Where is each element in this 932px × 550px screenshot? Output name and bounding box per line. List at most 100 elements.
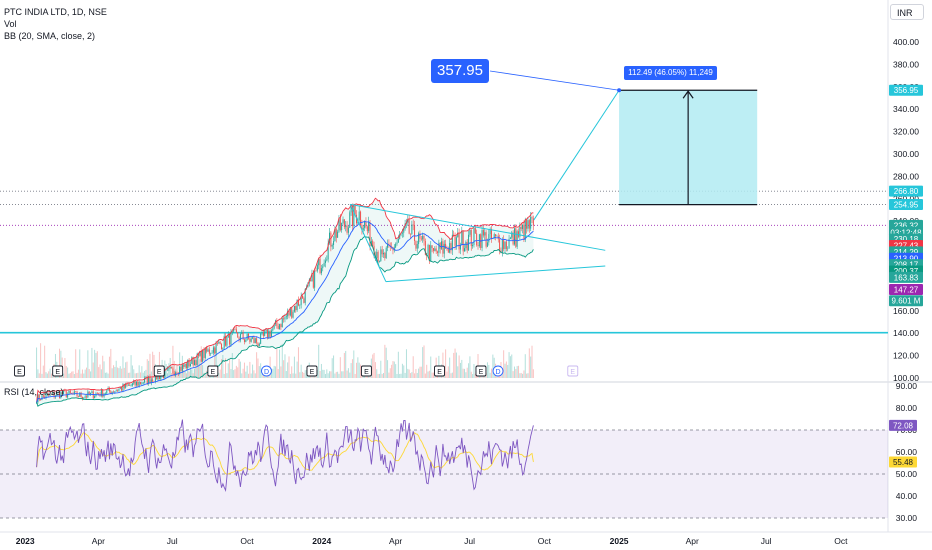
candle-body (462, 230, 464, 252)
candle-body (137, 381, 139, 386)
price-tick-label: 320.00 (893, 127, 919, 137)
candle-body (167, 368, 169, 370)
volume-bar (252, 364, 254, 378)
candle-body (53, 392, 55, 398)
volume-bar (59, 348, 61, 378)
price-tick-label: 120.00 (893, 351, 919, 361)
volume-bar (122, 356, 124, 378)
volume-bar (341, 371, 343, 378)
candle-body (64, 390, 66, 392)
candle-body (292, 311, 294, 318)
volume-bar (376, 369, 378, 378)
volume-bar (501, 373, 503, 378)
candle-body (404, 223, 406, 229)
volume-bar (83, 373, 85, 378)
candle-body (288, 310, 290, 316)
volume-bar (524, 354, 526, 378)
volume-bar (48, 371, 50, 378)
target-price-callout[interactable]: 357.95 (431, 59, 489, 83)
volume-bar (518, 365, 520, 378)
volume-bar (37, 369, 39, 378)
earnings-marker-label: E (570, 369, 575, 376)
volume-bar (115, 360, 117, 378)
volume-bar (257, 358, 259, 378)
candle-body (127, 385, 129, 386)
candle-body (312, 273, 314, 288)
volume-bar (393, 361, 395, 378)
volume-bar (191, 369, 193, 378)
price-badge-label: 254.95 (894, 200, 919, 209)
candle-body (454, 235, 456, 246)
candle-body (204, 347, 206, 358)
volume-bar (142, 372, 144, 378)
volume-bar (353, 350, 355, 378)
volume-bar (41, 373, 43, 378)
candle-body (450, 243, 452, 251)
candle-body (57, 392, 59, 394)
candle-body (133, 380, 135, 384)
volume-bar (345, 350, 347, 378)
candle-body (385, 247, 387, 259)
volume-bar (137, 372, 139, 378)
candle-body (237, 332, 239, 338)
earnings-marker-icon (434, 365, 445, 377)
volume-bar (459, 362, 461, 378)
volume-bar (123, 367, 125, 378)
volume-bar (46, 373, 48, 378)
price-badge-label: 208.17 (894, 261, 919, 270)
candle-body (195, 360, 197, 366)
candle-body (297, 299, 299, 306)
volume-bar (86, 367, 88, 378)
volume-bar (531, 345, 533, 378)
candle-body (337, 231, 339, 238)
volume-bar (91, 347, 93, 378)
volume-bar (447, 366, 449, 378)
candle-body (408, 219, 410, 234)
triangle-lower-line (385, 265, 606, 283)
volume-bar (403, 365, 405, 378)
candle-body (257, 342, 259, 347)
volume-bar (215, 349, 217, 378)
earnings-marker-icon (567, 365, 579, 377)
candle-body (175, 372, 177, 376)
candle-body (138, 382, 140, 386)
candle-body (320, 268, 322, 274)
candle-body (75, 391, 77, 392)
candle-body (412, 224, 414, 226)
volume-bar (126, 361, 128, 378)
candle-body (528, 220, 530, 229)
candle-body (504, 241, 506, 250)
volume-bar (324, 373, 326, 378)
candle-body (60, 392, 62, 398)
volume-bar (333, 355, 335, 378)
candle-body (465, 241, 467, 249)
earnings-marker-icon (306, 365, 318, 377)
volume-bar (227, 363, 229, 378)
volume-bar (322, 369, 324, 378)
candle-body (42, 395, 44, 397)
volume-bar (515, 368, 517, 378)
candle-body (191, 357, 193, 364)
earnings-marker-label: E (437, 369, 442, 376)
dividend-marker-icon (492, 365, 504, 377)
volume-bar (131, 365, 133, 378)
volume-bar (423, 345, 425, 378)
volume-bar (400, 373, 402, 378)
currency-selector[interactable]: INR (890, 4, 924, 20)
candle-body (67, 394, 69, 398)
candle-body (519, 226, 521, 237)
candle-body (437, 251, 439, 253)
volume-bar (420, 366, 422, 378)
candle-body (324, 260, 326, 263)
volume-bar (206, 370, 208, 378)
volume-bar (299, 372, 301, 378)
earnings-marker: E (207, 365, 219, 377)
volume-bar (135, 373, 137, 378)
candle-body (327, 243, 329, 260)
candle-body (144, 378, 146, 383)
candle-body (289, 307, 291, 316)
candle-body (302, 295, 304, 299)
volume-bar (130, 355, 132, 378)
earnings-marker: E (14, 365, 25, 377)
